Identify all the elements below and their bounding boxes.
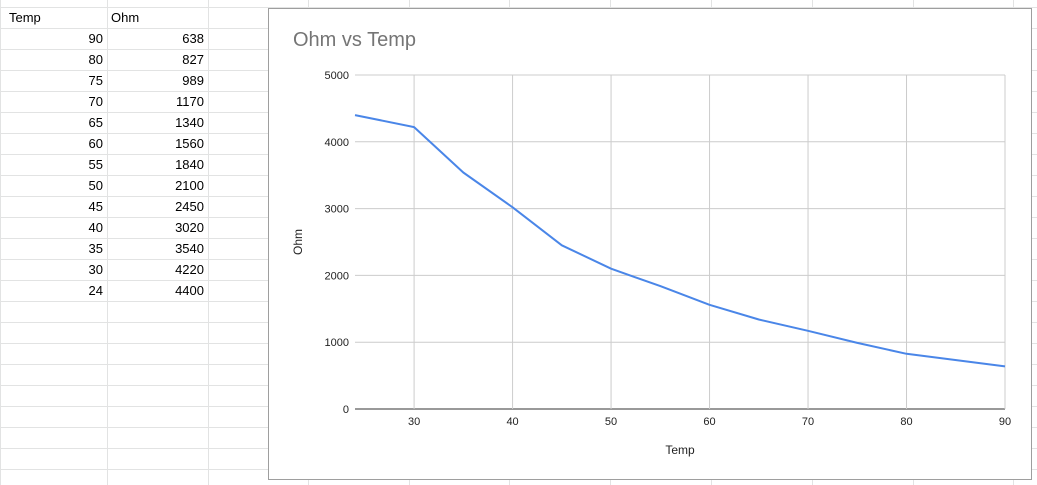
cell-temp[interactable]: 90 [88,31,103,46]
x-axis-title: Temp [665,443,695,457]
cell-ohm[interactable]: 4400 [175,283,204,298]
x-tick-label: 50 [605,416,617,428]
x-tick-label: 30 [408,416,420,428]
grid-row-line [0,7,1037,8]
cell-temp[interactable]: 50 [88,178,103,193]
y-tick-label: 0 [343,404,349,416]
y-tick-label: 4000 [325,137,349,149]
x-tick-label: 40 [506,416,518,428]
cell-temp[interactable]: 35 [88,241,103,256]
cell-temp[interactable]: 55 [88,157,103,172]
chart-plot: 0 1000 2000 3000 4000 5000 30 40 50 60 70 80 90 Temp O… [291,70,1011,457]
cell-ohm[interactable]: 1170 [176,94,204,109]
cell-temp[interactable]: 30 [88,262,103,277]
chart-title: Ohm vs Temp [293,29,416,51]
cell-ohm[interactable]: 1340 [175,115,204,130]
header-cell-ohm[interactable]: Ohm [111,10,140,25]
cell-ohm[interactable]: 638 [182,31,204,46]
cell-temp[interactable]: 65 [88,115,103,130]
cell-ohm[interactable]: 4220 [175,262,204,277]
cell-temp[interactable]: 45 [88,199,103,214]
cell-temp[interactable]: 80 [88,52,103,67]
cell-temp[interactable]: 75 [88,73,103,88]
y-tick-label: 3000 [325,204,349,216]
x-tick-label: 80 [900,416,912,428]
grid-col-line [107,0,108,485]
cell-ohm[interactable]: 3540 [175,241,204,256]
y-tick-label: 1000 [325,337,349,349]
cell-temp[interactable]: 40 [88,220,103,235]
cell-ohm[interactable]: 1840 [175,157,204,172]
y-tick-label: 5000 [325,70,349,82]
cell-temp[interactable]: 60 [88,136,103,151]
cell-ohm[interactable]: 2100 [175,178,204,193]
cell-temp[interactable]: 70 [88,94,103,109]
cell-ohm[interactable]: 1560 [175,136,204,151]
x-tick-label: 70 [802,416,814,428]
header-cell-temp[interactable]: Temp [9,10,41,25]
y-axis-title: Ohm [291,229,305,255]
cell-ohm[interactable]: 989 [182,73,204,88]
grid-col-line [0,0,1,485]
grid-col-line [208,0,209,485]
cell-temp[interactable]: 24 [88,283,103,298]
cell-ohm[interactable]: 2450 [175,199,204,214]
x-tick-label: 60 [703,416,715,428]
cell-ohm[interactable]: 827 [182,52,204,67]
x-tick-label: 90 [999,416,1011,428]
cell-ohm[interactable]: 3020 [175,220,204,235]
series-line-ohm [354,114,1006,368]
y-tick-label: 2000 [325,270,349,282]
line-chart[interactable]: Ohm vs Temp 0 1000 2000 3000 4000 5000 30 40 50 6… [268,8,1032,480]
